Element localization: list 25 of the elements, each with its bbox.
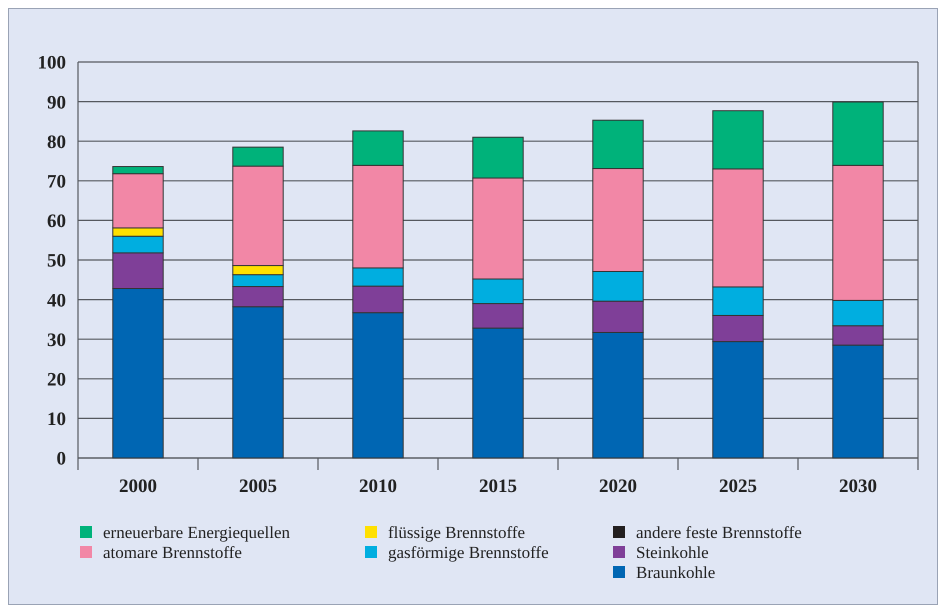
y-tick-label: 50	[47, 250, 66, 272]
legend-label: erneuerbare Energiequellen	[103, 522, 291, 542]
y-tick-label: 70	[47, 171, 66, 192]
x-tick-label: 2005	[239, 476, 277, 497]
legend-label: flüssige Brennstoffe	[388, 522, 526, 542]
y-tick-label: 40	[47, 290, 66, 312]
y-tick-label: 90	[47, 92, 66, 114]
x-tick-label: 2025	[719, 476, 757, 497]
legend-label: gasförmige Brennstoffe	[388, 542, 549, 562]
y-tick-label: 60	[47, 211, 66, 232]
legend-label: Braunkohle	[636, 562, 716, 582]
x-tick-label: 2020	[599, 476, 637, 497]
legend-label: Steinkohle	[636, 542, 709, 562]
y-tick-label: 0	[56, 448, 66, 470]
y-tick-label: 20	[47, 369, 66, 390]
x-tick-label: 2000	[119, 476, 157, 497]
legend-label: andere feste Brennstoffe	[636, 522, 802, 542]
x-tick-label: 2030	[839, 476, 877, 497]
x-tick-label: 2015	[479, 476, 517, 497]
legend-label: atomare Brennstoffe	[103, 542, 242, 562]
x-tick-label: 2010	[359, 476, 397, 497]
y-tick-label: 30	[47, 330, 66, 351]
y-tick-label: 10	[47, 409, 66, 430]
y-tick-label: 80	[47, 132, 66, 153]
y-tick-label: 100	[38, 52, 66, 74]
